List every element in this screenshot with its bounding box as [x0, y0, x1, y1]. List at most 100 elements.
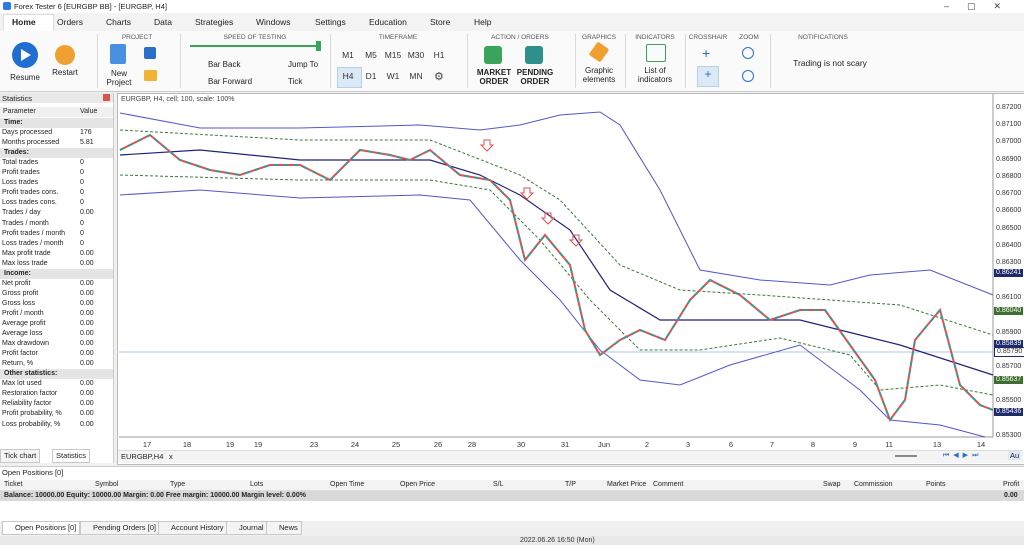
price-label: 0.86040: [994, 307, 1024, 315]
timeframe-button[interactable]: W1: [386, 71, 400, 81]
stats-cell: Other statistics:: [4, 370, 58, 378]
new-project-icon[interactable]: [110, 44, 126, 64]
bar-back[interactable]: Bar Back: [208, 60, 241, 69]
stats-cell: Net profit: [2, 279, 31, 287]
price-label: 0.85839: [994, 340, 1024, 348]
chart-tab[interactable]: EURGBP,H4: [121, 452, 164, 461]
speed-slider[interactable]: [190, 45, 320, 47]
bottom-tab[interactable]: News: [266, 521, 302, 535]
timeframe-button[interactable]: M15: [384, 50, 402, 60]
stats-cell: Income:: [4, 269, 31, 277]
bottom-tab[interactable]: Account History: [158, 521, 228, 535]
left-tab[interactable]: Statistics: [52, 449, 91, 463]
group-label: TIMEFRAME: [378, 34, 418, 41]
pending-order[interactable]: PENDING ORDER: [516, 68, 554, 86]
tick[interactable]: Tick: [288, 77, 303, 86]
column-header[interactable]: Ticket: [4, 481, 23, 488]
zoom-in[interactable]: [742, 47, 754, 59]
stats-cell: 0.00: [80, 259, 94, 267]
list-of-indicators[interactable]: List of indicators: [637, 66, 673, 84]
window-controls[interactable]: –▢✕: [944, 1, 1020, 11]
stats-cell: 0.00: [80, 209, 94, 217]
menu-item[interactable]: Home: [12, 17, 36, 27]
new-project-label[interactable]: New Project: [106, 69, 132, 87]
stats-cell: 0.00: [80, 410, 94, 418]
stats-section: [0, 148, 113, 159]
restart-label[interactable]: Restart: [52, 68, 78, 77]
scrollbar[interactable]: [895, 455, 917, 457]
chart-tab-close[interactable]: x: [169, 452, 173, 461]
indicators-icon[interactable]: [646, 44, 666, 62]
panel-close[interactable]: [103, 94, 110, 101]
menu-item[interactable]: Data: [154, 17, 172, 27]
stats-cell: 0: [80, 219, 84, 227]
bottom-tab[interactable]: Journal: [226, 521, 268, 535]
menu-item[interactable]: Settings: [315, 17, 346, 27]
timeframe-button[interactable]: D1: [365, 71, 377, 81]
pending-order-icon[interactable]: [525, 46, 543, 64]
group-label: INDICATORS: [635, 34, 675, 41]
price-label: 0.86500: [996, 225, 1022, 232]
jump-to[interactable]: Jump To: [288, 60, 319, 69]
save-icon[interactable]: [144, 47, 156, 59]
menu-item[interactable]: Help: [474, 17, 492, 27]
crosshair-toggle[interactable]: +: [697, 66, 719, 87]
stats-cell: Profit trades: [2, 169, 40, 177]
column-header[interactable]: Market Price: [607, 481, 647, 488]
menu-item[interactable]: Windows: [256, 17, 291, 27]
date-label: Jun: [597, 440, 611, 449]
column-header[interactable]: Symbol: [95, 481, 119, 488]
column-header[interactable]: Commission: [854, 481, 893, 488]
column-header[interactable]: Comment: [653, 481, 684, 488]
timeframe-button[interactable]: H1: [433, 50, 445, 60]
crosshair-icon[interactable]: +: [702, 45, 711, 61]
stats-cell: Average profit: [2, 320, 46, 327]
price-label: 0.86241: [994, 269, 1024, 277]
open-icon[interactable]: [144, 70, 157, 81]
group-label: NOTIFICATIONS: [798, 34, 848, 41]
separator: [575, 34, 576, 88]
price-label: 0.86900: [996, 156, 1022, 163]
date-label: 18: [182, 440, 192, 449]
column-header[interactable]: Type: [170, 481, 186, 488]
group-label: ZOOM: [739, 34, 759, 41]
bar-forward[interactable]: Bar Forward: [208, 77, 253, 86]
timeframe-button[interactable]: M5: [365, 50, 377, 60]
column-header[interactable]: Points: [926, 481, 946, 488]
timeframe-button[interactable]: M1: [342, 50, 354, 60]
market-order[interactable]: MARKET ORDER: [476, 68, 512, 86]
left-tab[interactable]: Tick chart: [0, 449, 41, 463]
zoom-out[interactable]: [742, 70, 754, 82]
bottom-tab[interactable]: Open Positions [0]: [2, 521, 81, 535]
stats-cell: Loss probability, %: [2, 420, 61, 428]
column-header[interactable]: Lots: [250, 481, 264, 488]
nav-buttons[interactable]: ⏮◀▶⏭: [943, 452, 983, 459]
column-header[interactable]: T/P: [565, 481, 576, 488]
menu-item[interactable]: Education: [369, 17, 407, 27]
market-order-icon[interactable]: [484, 46, 502, 64]
menu-item[interactable]: Store: [430, 17, 451, 27]
panel-header: [0, 93, 113, 103]
column-header[interactable]: Open Time: [330, 481, 365, 488]
menu-item[interactable]: Strategies: [195, 17, 234, 27]
menu-item[interactable]: Charts: [106, 17, 132, 27]
graphic-elements[interactable]: Graphic elements: [582, 66, 616, 84]
timeframe-button[interactable]: H4: [342, 71, 354, 81]
bottom-tab[interactable]: Pending Orders [0]: [80, 521, 160, 535]
stats-cell: 5.81: [80, 139, 94, 147]
resume-label[interactable]: Resume: [10, 73, 40, 82]
menu-item[interactable]: Orders: [57, 17, 83, 27]
timeframe-button[interactable]: MN: [409, 71, 423, 81]
timeframe-button[interactable]: M30: [407, 50, 425, 60]
column-header[interactable]: Open Price: [400, 481, 436, 488]
restart-icon[interactable]: [55, 45, 75, 65]
inner-lower-band: [119, 174, 994, 396]
column-header[interactable]: Profit: [1003, 481, 1020, 488]
price-label: 0.85790: [994, 347, 1024, 357]
speed-thumb[interactable]: [316, 41, 321, 51]
auto-button[interactable]: Au: [1008, 451, 1022, 460]
settings-gear[interactable]: ⚙: [434, 71, 444, 83]
column-header[interactable]: S/L: [493, 481, 504, 488]
column-header[interactable]: Swap: [823, 481, 841, 488]
